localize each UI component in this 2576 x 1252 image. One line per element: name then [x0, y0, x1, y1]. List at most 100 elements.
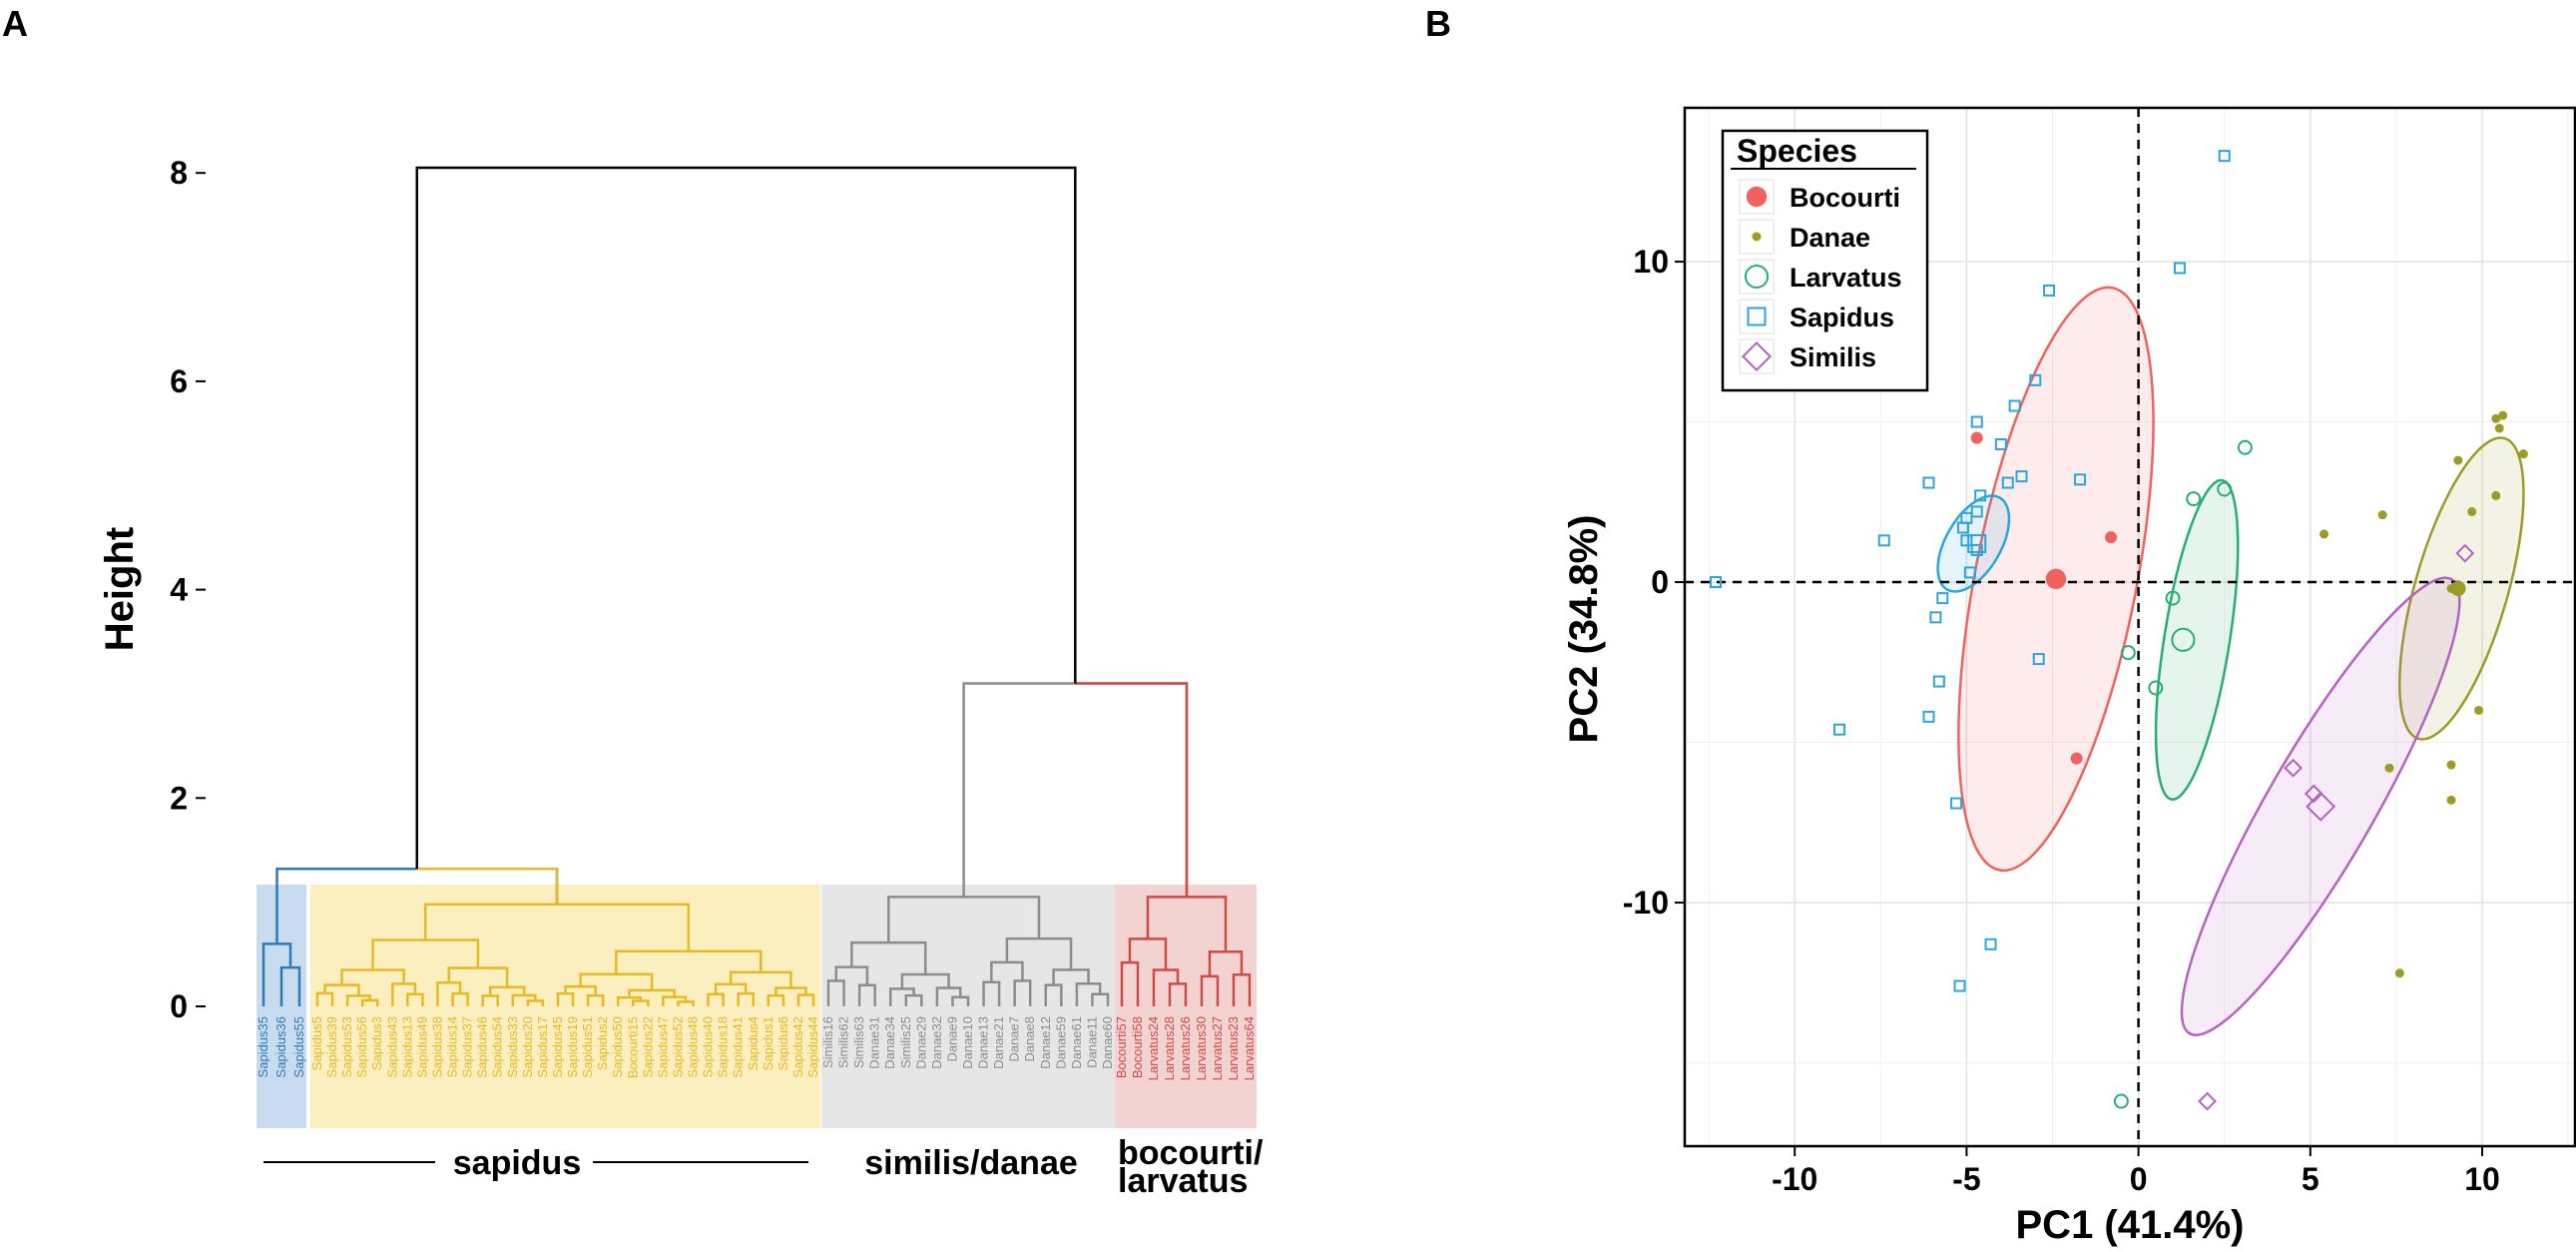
dendrogram-group-backgrounds — [257, 885, 1257, 1128]
point-bocourti — [1970, 431, 1983, 444]
point-sapidus — [2008, 399, 2021, 412]
ellipse-larvatus — [2154, 478, 2240, 801]
pca-axes: -10 -5 0 5 10 -10 0 10 — [1623, 244, 2500, 1197]
point-sapidus — [1877, 534, 1890, 547]
leaf-label: Danae34 — [882, 1016, 897, 1069]
dendro-link — [579, 972, 654, 990]
leaf-label: Sapidus48 — [686, 1016, 701, 1077]
leaf-label: Larvatus28 — [1162, 1016, 1177, 1080]
pca-x-tick-label: 0 — [2130, 1161, 2148, 1197]
dendro-link — [1091, 992, 1110, 1006]
point-bocourti — [2070, 752, 2083, 765]
leaf-label: Sapidus54 — [490, 1016, 505, 1077]
legend-key-sapidus — [1747, 307, 1767, 326]
leaf-label: Similis63 — [851, 1016, 866, 1068]
leaf-label: Similis25 — [898, 1016, 913, 1068]
point-larvatus — [2217, 481, 2233, 497]
dendro-link — [888, 987, 915, 1006]
point-sapidus — [1709, 576, 1722, 589]
panel-b-letter: B — [1425, 3, 1451, 44]
dendrogram-group-labels: sapidus similis/danae bocourti/ larvatus — [263, 1134, 1264, 1200]
pca-points — [1709, 150, 2528, 1111]
leaf-label: Sapidus51 — [580, 1016, 595, 1077]
point-danae — [2446, 760, 2456, 770]
group-label-bocourti: bocourti/ — [1118, 1134, 1264, 1172]
point-sapidus — [1974, 489, 1987, 502]
leaf-label: Sapidus42 — [790, 1016, 805, 1077]
dendro-link — [279, 965, 301, 1006]
point-sapidus — [1929, 611, 1942, 624]
pca-x-tick-label: 10 — [2464, 1161, 2500, 1197]
point-sapidus — [2029, 373, 2042, 386]
leaf-label: Larvatus27 — [1210, 1016, 1225, 1080]
point-larvatus — [2120, 645, 2136, 661]
leaf-label: Sapidus35 — [256, 1016, 270, 1077]
dendro-link — [340, 968, 405, 985]
leaf-label: Danae13 — [976, 1016, 991, 1069]
point-danae — [2453, 455, 2463, 465]
leaf-label: Danae59 — [1053, 1016, 1068, 1069]
dendro-link — [391, 982, 417, 1006]
pca-x-axis-title: PC1 (41.4%) — [2016, 1203, 2245, 1247]
leaf-label: Sapidus52 — [670, 1016, 685, 1077]
leaf-label: Danae9 — [944, 1016, 959, 1062]
panel-a-letter: A — [2, 3, 28, 44]
leaf-label: Sapidus14 — [445, 1016, 460, 1077]
dendro-link-similis-bocourti — [962, 682, 1189, 898]
dendro-link — [826, 979, 845, 1006]
point-danae — [2498, 410, 2508, 420]
point-sapidus — [1970, 505, 1983, 518]
leaf-label: Sapidus1 — [761, 1016, 775, 1070]
leaf-label: Danae7 — [1007, 1016, 1022, 1062]
pca-reference-lines — [1685, 108, 2575, 1146]
dendro-link — [526, 999, 545, 1006]
point-danae — [2319, 529, 2329, 539]
leaf-label: Similis62 — [836, 1016, 851, 1068]
leaf-label: Sapidus13 — [399, 1016, 414, 1077]
leaf-label: Sapidus38 — [429, 1016, 444, 1077]
leaf-label: Sapidus18 — [716, 1016, 731, 1077]
leaf-label: Danae60 — [1100, 1016, 1115, 1069]
point-sapidus — [2173, 262, 2186, 275]
leaf-label: Sapidus53 — [339, 1016, 354, 1077]
leaf-label: Sapidus37 — [460, 1016, 475, 1077]
point-danae — [2446, 795, 2456, 805]
leaf-label: Larvatus26 — [1178, 1016, 1193, 1080]
leaf-label: Sapidus47 — [655, 1016, 670, 1077]
dendrogram-y-axis-title: Height — [98, 527, 142, 651]
point-sapidus — [1953, 979, 1966, 992]
leaf-label: Larvatus30 — [1194, 1016, 1209, 1080]
legend-key-bg — [1739, 299, 1775, 334]
dendro-link — [360, 998, 379, 1006]
leaf-label: Sapidus43 — [384, 1016, 399, 1077]
leaf-label: Danae29 — [913, 1016, 928, 1069]
point-sapidus — [2032, 653, 2045, 666]
dendro-link — [904, 993, 923, 1006]
legend-key-bocourti — [1746, 186, 1768, 208]
dendro-link — [564, 984, 597, 996]
point-similis — [2198, 1091, 2217, 1111]
leaf-label: Sapidus33 — [505, 1016, 520, 1077]
centroid-similis — [2306, 791, 2336, 822]
point-larvatus — [2186, 491, 2202, 507]
ellipse-sapidus — [1936, 494, 2011, 593]
point-danae — [2394, 968, 2404, 978]
legend-key-larvatus — [1744, 264, 1770, 290]
leaf-label: Bocourti15 — [625, 1016, 640, 1078]
group-band-yellow — [310, 885, 820, 1128]
leaf-label: Larvatus64 — [1242, 1016, 1257, 1080]
legend-key-bg — [1739, 338, 1775, 374]
dendrogram-panel: 0 2 4 6 8 Height Sapidus35 Sapidus36 Sapidus55… — [98, 155, 1264, 1200]
dendro-y-tick-label: 6 — [170, 363, 188, 399]
point-larvatus — [2165, 590, 2181, 606]
pca-ellipses — [1936, 286, 2525, 1036]
point-sapidus — [1970, 543, 1983, 556]
centroid-danae — [2450, 580, 2466, 597]
dendro-y-tick-label: 2 — [170, 780, 188, 816]
point-danae — [2491, 490, 2501, 500]
dendro-link — [677, 1000, 695, 1006]
dendro-link — [1146, 896, 1228, 952]
legend-title: Species — [1737, 133, 1857, 169]
point-sapidus — [1956, 521, 1969, 534]
